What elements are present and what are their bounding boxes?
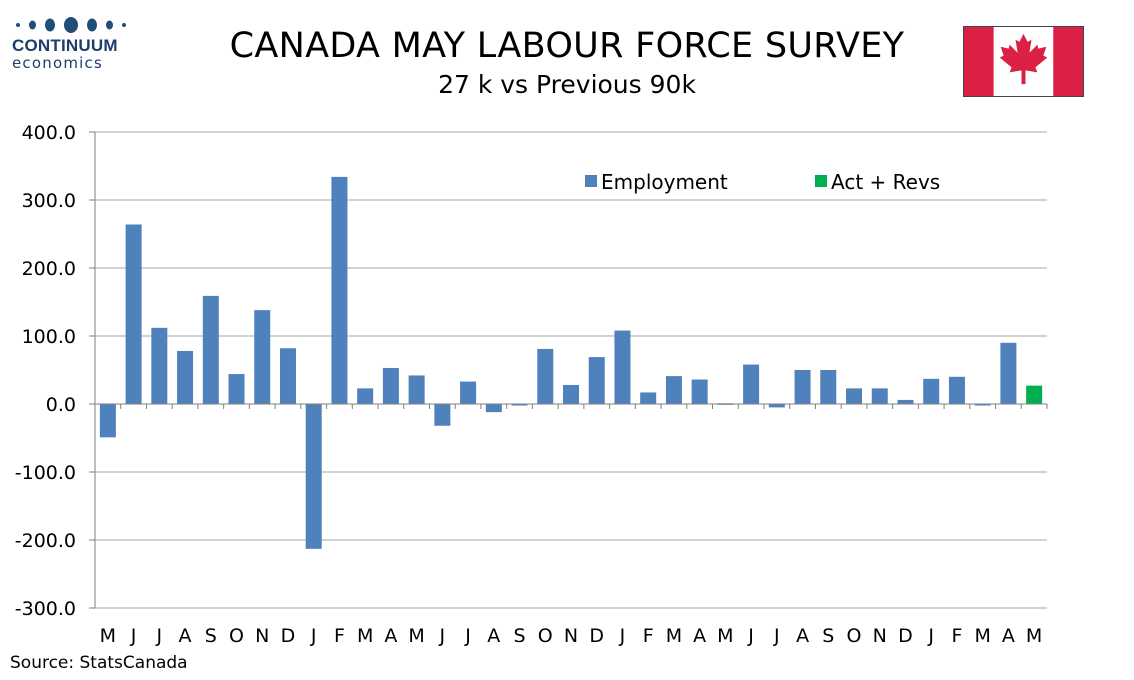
bar-employment: [99, 404, 116, 438]
x-tick-label: A: [1002, 625, 1015, 647]
bar-employment: [305, 404, 322, 549]
bar-employment: [331, 176, 348, 404]
x-tick-label: J: [310, 625, 317, 647]
bar-employment: [279, 348, 296, 404]
logo-name: CONTINUUM: [12, 36, 118, 55]
legend-act-revs-label: Act + Revs: [831, 170, 940, 194]
bar-employment: [382, 367, 399, 404]
y-tick-label: -100.0: [15, 462, 76, 484]
x-tick-label: J: [130, 625, 137, 647]
x-tick-label: M: [357, 625, 373, 647]
bar-employment: [202, 295, 219, 404]
y-tick-label: 0.0: [46, 394, 76, 416]
bar-employment: [871, 388, 888, 404]
x-tick-label: S: [514, 625, 526, 647]
y-tick-label: 300.0: [22, 190, 76, 212]
x-tick-label: D: [898, 625, 913, 647]
bar-employment: [537, 348, 554, 404]
x-tick-label: A: [384, 625, 397, 647]
x-tick-label: A: [179, 625, 192, 647]
bar-employment: [511, 404, 528, 406]
x-tick-label: J: [773, 625, 780, 647]
bar-employment: [665, 376, 682, 404]
x-tick-label: N: [255, 625, 269, 647]
x-tick-label: F: [951, 625, 962, 647]
x-tick-label: M: [717, 625, 733, 647]
y-tick-label: 100.0: [22, 326, 76, 348]
bar-employment: [846, 388, 863, 404]
bar-employment: [948, 376, 965, 404]
bar-employment: [974, 404, 991, 406]
x-tick-label: N: [873, 625, 887, 647]
bar-employment: [357, 388, 374, 404]
x-tick-label: S: [822, 625, 834, 647]
legend-employment-swatch: [585, 175, 597, 187]
x-tick-label: J: [747, 625, 754, 647]
chart-title: CANADA MAY LABOUR FORCE SURVEY: [229, 26, 905, 66]
bar-employment: [923, 378, 940, 404]
bar-employment: [794, 370, 811, 404]
x-tick-label: A: [693, 625, 706, 647]
x-tick-label: M: [666, 625, 682, 647]
bar-employment: [768, 404, 785, 408]
y-tick-label: -200.0: [15, 530, 76, 552]
x-tick-label: J: [927, 625, 934, 647]
continuum-logo: CONTINUUM economics: [12, 14, 142, 72]
x-tick-label: N: [564, 625, 578, 647]
x-tick-label: F: [643, 625, 654, 647]
canada-flag-icon: [963, 26, 1084, 97]
logo-dots-icon: [12, 14, 142, 36]
legend-employment-label: Employment: [601, 170, 728, 194]
x-tick-label: J: [464, 625, 471, 647]
bar-employment: [1000, 342, 1017, 404]
bar-employment: [151, 327, 168, 404]
bar-employment: [228, 374, 245, 404]
legend-act-revs-swatch: [815, 175, 827, 187]
x-tick-label: M: [100, 625, 116, 647]
bar-employment: [485, 404, 502, 413]
bar-employment: [820, 370, 837, 404]
bar-employment: [897, 399, 914, 404]
x-tick-label: J: [439, 625, 446, 647]
x-tick-label: D: [281, 625, 296, 647]
bar-employment: [460, 381, 477, 404]
x-tick-label: O: [229, 625, 244, 647]
bar-employment: [640, 392, 657, 404]
bar-employment: [588, 357, 605, 404]
x-tick-label: A: [796, 625, 809, 647]
y-tick-label: 400.0: [22, 122, 76, 144]
x-tick-label: J: [156, 625, 163, 647]
x-tick-label: M: [1026, 625, 1042, 647]
logo-subtitle: economics: [12, 54, 103, 72]
bar-employment: [743, 364, 760, 404]
x-tick-label: M: [974, 625, 990, 647]
chart-subtitle: 27 k vs Previous 90k: [438, 70, 696, 99]
x-tick-label: S: [205, 625, 217, 647]
bar-employment: [408, 375, 425, 404]
bar-employment: [254, 310, 271, 404]
bar-employment: [177, 350, 194, 404]
bar-employment: [691, 379, 708, 404]
maple-leaf-icon: [999, 33, 1048, 85]
bar-employment: [125, 224, 142, 404]
x-tick-label: O: [847, 625, 862, 647]
bar-employment: [614, 330, 631, 404]
y-tick-label: 200.0: [22, 258, 76, 280]
x-tick-label: A: [487, 625, 500, 647]
x-tick-label: J: [619, 625, 626, 647]
x-tick-label: M: [408, 625, 424, 647]
x-tick-label: O: [538, 625, 553, 647]
y-tick-label: -300.0: [15, 598, 76, 620]
source-note: Source: StatsCanada: [10, 653, 188, 673]
bar-act-revs: [1026, 385, 1043, 404]
bar-employment: [563, 384, 579, 404]
x-tick-label: D: [589, 625, 604, 647]
bar-employment: [434, 404, 451, 426]
x-tick-label: F: [334, 625, 345, 647]
